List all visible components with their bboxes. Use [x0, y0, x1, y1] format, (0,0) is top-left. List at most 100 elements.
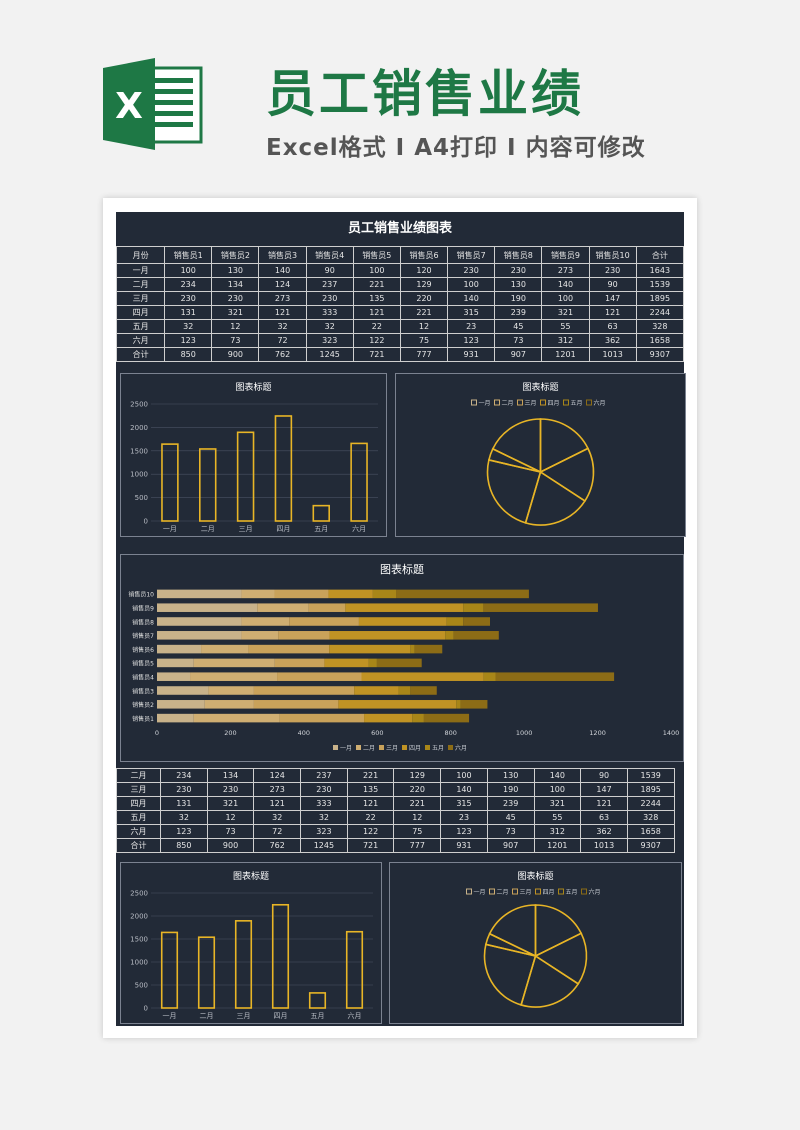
legend-label: 二月	[363, 745, 375, 752]
table-cell: 合计	[116, 838, 161, 853]
table-cell: 237	[305, 277, 354, 292]
pie-slice	[534, 904, 583, 958]
table-cell: 100	[440, 768, 488, 783]
table-cell: 328	[626, 810, 675, 825]
table-cell: 230	[588, 263, 637, 278]
table-cell: 234	[160, 768, 208, 783]
x-tick-label: 六月	[352, 524, 366, 533]
table-cell: 12	[206, 810, 255, 825]
table-cell: 1013	[580, 838, 628, 853]
bar	[199, 448, 217, 522]
table-cell: 2244	[626, 796, 675, 811]
table-cell: 22	[346, 810, 395, 825]
y-tick-label: 500	[135, 494, 148, 502]
y-category-label: 销售员6	[132, 646, 154, 654]
x-tick-label: 二月	[201, 525, 215, 533]
legend-label: 五月	[571, 400, 583, 407]
legend-label: 一月	[340, 745, 352, 752]
legend-swatch	[466, 888, 472, 895]
table-cell: 32	[160, 810, 208, 825]
y-tick-label: 1500	[130, 447, 148, 455]
bar-segment	[423, 713, 470, 723]
table-cell: 100	[447, 277, 496, 292]
table-cell: 273	[258, 291, 307, 306]
table-cell: 230	[300, 782, 348, 797]
table-cell: 合计	[115, 347, 166, 362]
table-cell: 230	[160, 782, 208, 797]
pie-slice	[533, 932, 588, 985]
legend-swatch	[558, 888, 564, 895]
table-cell: 1895	[626, 782, 675, 797]
bar-segment	[364, 713, 413, 723]
bar-segment	[328, 589, 373, 599]
table-cell: 147	[580, 782, 628, 797]
bar-segment	[274, 589, 329, 599]
table-cell: 72	[258, 333, 307, 348]
bar-segment	[414, 644, 443, 654]
x-tick-label: 三月	[237, 1012, 251, 1020]
pie-slice	[491, 418, 542, 474]
table-cell: 124	[258, 277, 307, 292]
legend-label: 二月	[497, 889, 509, 896]
legend-label: 四月	[548, 400, 560, 407]
x-tick-label: 四月	[276, 525, 290, 533]
bar-segment	[329, 644, 411, 654]
table-cell: 123	[447, 333, 496, 348]
table-cell: 1658	[635, 333, 685, 348]
table-row: 合计 850 900 762 1245 721 777 931 907 1201 1013 9307	[116, 838, 675, 853]
bar-segment	[190, 672, 278, 681]
table-cell: 312	[533, 824, 582, 839]
legend-label: 六月	[594, 399, 606, 407]
bar	[234, 920, 253, 1009]
table-row: 二月 234 134 124 237 221 129 100 130 140 90 1539	[115, 277, 685, 292]
legend-swatch	[379, 745, 384, 750]
y-tick-label: 2500	[130, 401, 148, 409]
bar-segment	[410, 644, 415, 654]
table-cell: 72	[253, 824, 302, 839]
table-cell: 100	[533, 782, 582, 797]
table-row: 合计 850 900 762 1245 721 777 931 907 1201 1013 9307	[115, 347, 685, 362]
header-cell: 销售员4	[305, 246, 354, 264]
bar-segment	[157, 700, 205, 709]
table-cell: 850	[160, 838, 208, 853]
x-tick-label: 400	[298, 729, 310, 737]
bar	[312, 504, 330, 522]
table-cell: 90	[588, 277, 637, 292]
bar	[271, 903, 290, 1009]
bar	[350, 442, 368, 522]
bar-segment	[157, 603, 258, 612]
table-cell: 1013	[588, 347, 637, 362]
table-row: 五月 32 12 32 32 22 12 23 45 55 63 328	[115, 319, 685, 334]
table-row: 五月 32 12 32 32 22 12 23 45 55 63 328	[116, 810, 675, 825]
table-cell: 230	[305, 291, 354, 306]
bar-segment	[412, 713, 424, 723]
y-category-label: 销售员1	[132, 715, 154, 723]
table-cell: 134	[211, 277, 260, 292]
pie-slice	[524, 470, 587, 526]
table-cell: 1643	[635, 263, 685, 278]
table-cell: 32	[164, 319, 213, 334]
bar-segment	[361, 672, 484, 681]
table-cell: 63	[580, 810, 628, 825]
y-tick-label: 2000	[130, 424, 148, 432]
pie-slice	[539, 418, 590, 474]
y-category-label: 销售员7	[132, 632, 154, 640]
table-cell: 134	[206, 768, 255, 783]
table-cell: 73	[494, 333, 543, 348]
table-header-row: 月份 销售员1 销售员2 销售员3 销售员4 销售员5 销售员6 销售员7 销售员8 销售员9 销售…	[115, 246, 685, 264]
table-cell: 333	[300, 796, 348, 811]
table-cell: 75	[393, 824, 442, 839]
header-cell: 销售员9	[541, 246, 590, 264]
table-cell: 123	[160, 824, 208, 839]
table-cell: 12	[211, 319, 260, 334]
table-cell: 721	[352, 347, 401, 362]
table-cell: 131	[160, 796, 208, 811]
table-cell: 73	[486, 824, 535, 839]
legend-swatch	[517, 399, 523, 406]
pie-slice	[538, 447, 595, 503]
y-category-label: 销售员2	[132, 701, 154, 709]
table-cell: 三月	[116, 782, 161, 797]
table-cell: 190	[486, 782, 535, 797]
table-cell: 777	[393, 838, 442, 853]
